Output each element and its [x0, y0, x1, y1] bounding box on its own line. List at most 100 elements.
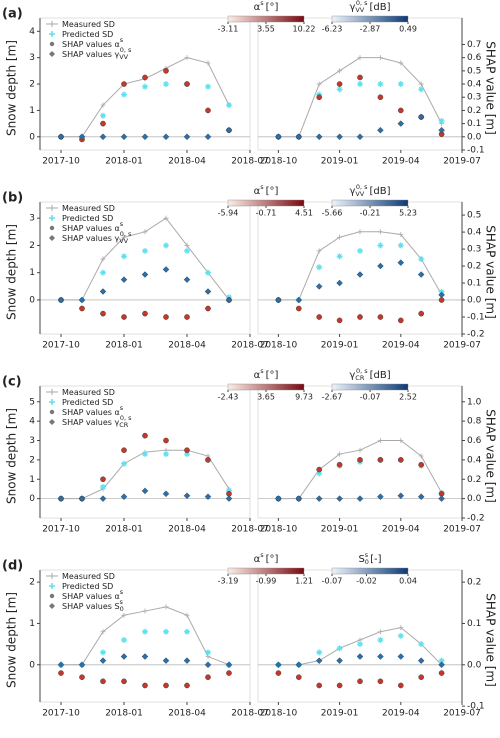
measured-line — [278, 231, 443, 301]
colorbar-tick-label: 9.73 — [295, 393, 313, 402]
shap-point — [205, 305, 211, 312]
shap-point — [121, 447, 127, 453]
symbol: γ — [349, 186, 355, 197]
shap-point — [417, 493, 425, 500]
measured-point — [184, 55, 190, 61]
shap-point — [397, 120, 405, 127]
unit: [°] — [266, 186, 279, 197]
shap-point — [183, 133, 191, 141]
shap-point — [356, 271, 364, 278]
shap-point — [418, 674, 425, 681]
shap-point — [184, 682, 190, 689]
superscript: s — [120, 404, 124, 412]
shap-point — [315, 495, 323, 502]
superscript: s — [120, 598, 124, 606]
y2-tick-label: -0.1 — [467, 146, 485, 156]
shap-point — [226, 670, 232, 676]
legend-label: Measured SD — [62, 388, 115, 397]
shap-point — [438, 670, 445, 676]
x-tick-label: 2018-07 — [231, 157, 269, 167]
colorbar — [331, 567, 409, 575]
y2-tick-label: 0.0 — [467, 296, 482, 306]
shap-point — [184, 447, 190, 453]
subscript: VV — [355, 6, 364, 14]
legend-name: Measured SD — [62, 204, 115, 213]
x-tick-label: 2019-01 — [321, 157, 359, 167]
shap-point — [336, 495, 343, 502]
colorbar-tick-label: -2.67 — [322, 393, 343, 402]
predicted-point — [100, 649, 106, 656]
y-axis-label: Snow depth [m] — [5, 224, 19, 320]
predicted-point — [184, 451, 190, 458]
measured-point — [121, 612, 127, 618]
colorbar — [227, 383, 305, 391]
superscript: s — [120, 220, 124, 228]
symbol: α — [254, 2, 261, 13]
colorbar-title: γVV0, s [dB] — [349, 0, 390, 14]
superscript: 0, s — [356, 183, 368, 191]
measured-point — [357, 447, 363, 453]
colorbar-tick-label: 0.49 — [399, 25, 417, 34]
shap-point — [78, 661, 86, 669]
colorbar-tick-label: -2.43 — [218, 393, 239, 402]
legend-label: SHAP values S0s — [62, 598, 125, 613]
shap-point — [336, 461, 343, 468]
legend-label: Predicted SD — [62, 30, 113, 39]
predicted-point — [397, 632, 404, 639]
predicted-point — [163, 628, 169, 635]
shap-point — [377, 457, 384, 463]
shap-point — [141, 487, 149, 495]
subscript: CR — [119, 421, 129, 429]
colorbar-tick-label: -0.07 — [360, 393, 381, 402]
predicted-point — [316, 649, 323, 656]
measured-line — [278, 57, 443, 138]
y2-tick-label: 0.2 — [467, 578, 481, 588]
measured-point — [142, 229, 148, 235]
measured-point — [100, 629, 106, 635]
shap-point — [120, 133, 128, 141]
shap-point — [295, 661, 303, 669]
y2-tick-label: 0.0 — [467, 660, 482, 670]
measured-point — [121, 234, 127, 240]
shap-point — [336, 682, 343, 689]
colorbar-tick-label: 5.23 — [399, 209, 417, 218]
legend-marker — [49, 41, 55, 47]
y-tick-label: 2 — [29, 241, 35, 251]
y2-tick-label: 0.7 — [467, 40, 481, 50]
shap-point — [397, 653, 405, 660]
y2-tick-label: 0.4 — [467, 228, 482, 238]
shap-point — [417, 271, 425, 278]
shap-point — [397, 457, 404, 463]
shap-point — [183, 276, 191, 283]
y-axis-label: Snow depth [m] — [5, 408, 19, 504]
colorbar-tick-label: -0.99 — [256, 577, 277, 586]
shap-point — [205, 107, 211, 114]
unit: [dB] — [370, 370, 391, 381]
shap-point — [295, 674, 302, 681]
colorbar-tick-label: -2.87 — [360, 25, 381, 34]
symbol: α — [115, 408, 120, 417]
shap-point — [100, 120, 106, 127]
measured-point — [337, 234, 343, 240]
x-tick-label: 2017-10 — [42, 709, 80, 719]
shap-point — [336, 317, 343, 324]
x-tick-label: 2018-07 — [231, 341, 269, 351]
superscript: 0, s — [120, 46, 132, 54]
measured-point — [377, 55, 383, 61]
legend-name: Predicted SD — [62, 214, 113, 223]
shap-point — [163, 437, 169, 444]
legend-label: Predicted SD — [62, 582, 113, 591]
predicted-point — [357, 81, 363, 88]
x-tick-label: 2019-04 — [382, 157, 420, 167]
y2-tick-label: -0.1 — [467, 702, 485, 712]
y2-tick-label: 0.5 — [467, 211, 481, 221]
shap-point — [79, 305, 85, 312]
colorbar-title: αs [°] — [254, 367, 279, 381]
x-tick-label: 2019-01 — [321, 341, 359, 351]
measured-point — [163, 215, 169, 221]
x-tick-label: 2017-10 — [42, 525, 80, 535]
x-tick-label: 2018-10 — [260, 157, 298, 167]
colorbar-tick-label: 4.51 — [295, 209, 313, 218]
superscript: s — [120, 36, 124, 44]
legend-marker — [46, 573, 58, 579]
